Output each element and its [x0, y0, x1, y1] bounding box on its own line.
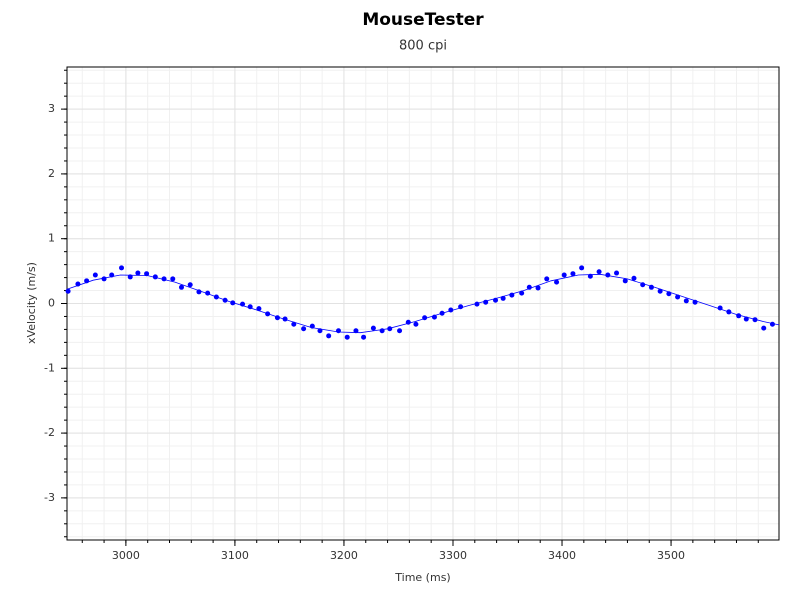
- y-tick-label: -3: [44, 491, 55, 504]
- x-tick-label: 3000: [112, 549, 140, 562]
- data-point: [370, 325, 376, 331]
- data-point: [301, 326, 307, 332]
- data-point: [101, 276, 107, 282]
- data-point: [683, 298, 689, 304]
- data-point: [743, 316, 749, 322]
- data-point: [544, 276, 550, 282]
- data-point: [397, 328, 403, 334]
- data-point: [622, 278, 628, 284]
- data-point: [144, 271, 150, 277]
- data-point: [614, 270, 620, 276]
- data-point: [535, 285, 541, 291]
- data-point: [178, 284, 184, 290]
- x-tick-label: 3500: [657, 549, 685, 562]
- y-tick-label: -2: [44, 426, 55, 439]
- data-point: [570, 271, 576, 277]
- data-point: [605, 272, 611, 278]
- data-point: [561, 272, 567, 278]
- data-point: [127, 274, 133, 280]
- y-axis-label: xVelocity (m/s): [25, 262, 38, 344]
- x-tick-label: 3400: [548, 549, 576, 562]
- chart-subtitle: 800 cpi: [399, 39, 447, 54]
- data-point: [344, 334, 350, 340]
- data-point: [361, 334, 367, 340]
- y-tick-label: 0: [48, 297, 55, 310]
- fit-line: [66, 273, 780, 334]
- data-point: [554, 279, 560, 285]
- data-point: [119, 265, 125, 271]
- data-point: [65, 288, 71, 294]
- data-point: [761, 325, 767, 331]
- chart-title: MouseTester: [362, 10, 484, 30]
- data-point: [631, 275, 637, 281]
- x-tick-label: 3200: [330, 549, 358, 562]
- y-tick-label: 3: [48, 102, 55, 115]
- x-axis-label: Time (ms): [394, 571, 450, 584]
- data-point: [579, 265, 585, 271]
- data-point: [335, 328, 341, 334]
- x-tick-label: 3100: [221, 549, 249, 562]
- data-point: [170, 276, 176, 282]
- data-point: [353, 328, 359, 334]
- y-tick-label: -1: [44, 361, 55, 374]
- y-tick-label: 2: [48, 167, 55, 180]
- data-point: [526, 284, 532, 290]
- data-point: [326, 333, 332, 339]
- data-point: [92, 272, 98, 278]
- data-point: [135, 270, 141, 276]
- data-point: [413, 321, 419, 327]
- data-point: [187, 282, 193, 288]
- data-point: [596, 269, 602, 275]
- plot-border: [66, 66, 780, 541]
- data-point: [291, 321, 297, 327]
- y-tick-label: 1: [48, 232, 55, 245]
- x-tick-label: 3300: [439, 549, 467, 562]
- data-point: [152, 274, 158, 280]
